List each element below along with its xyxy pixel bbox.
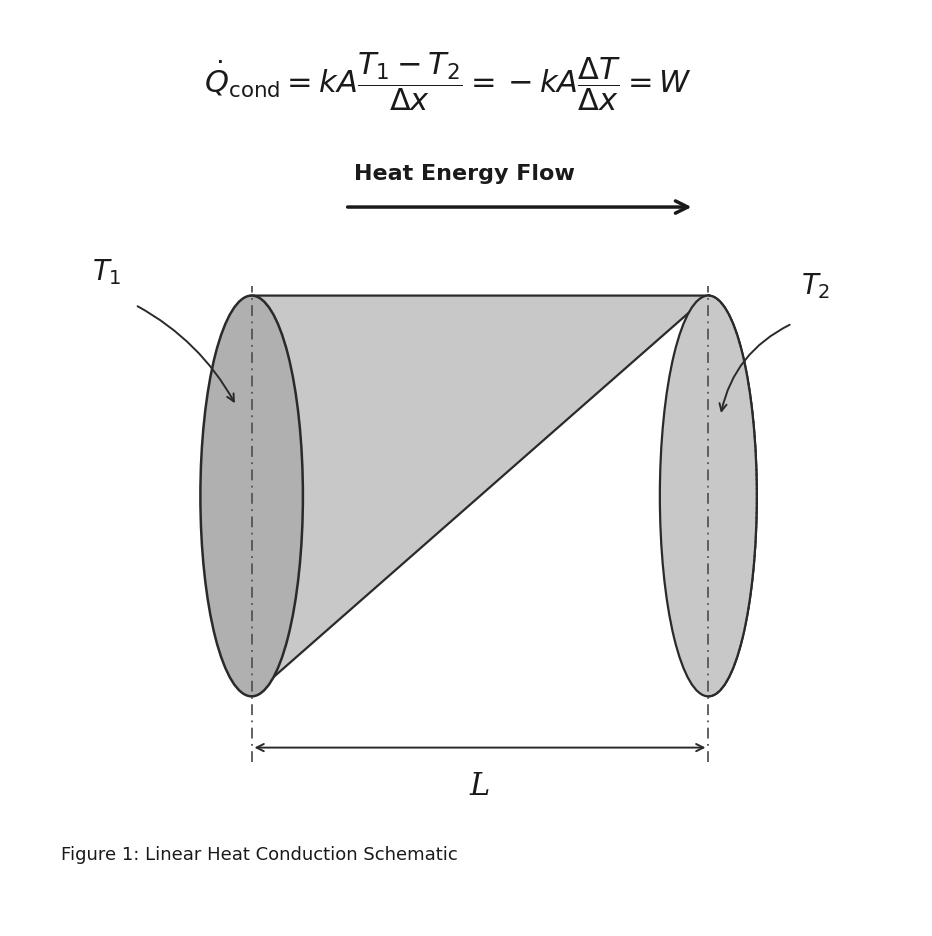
Text: Heat Energy Flow: Heat Energy Flow	[354, 164, 575, 183]
Ellipse shape	[660, 296, 757, 696]
Polygon shape	[252, 296, 757, 696]
Text: $T_1$: $T_1$	[92, 257, 122, 287]
Text: $T_2$: $T_2$	[801, 271, 830, 301]
Text: Figure 1: Linear Heat Conduction Schematic: Figure 1: Linear Heat Conduction Schemat…	[61, 846, 458, 864]
Ellipse shape	[200, 296, 303, 696]
Text: L: L	[470, 771, 490, 802]
Text: $\dot{Q}_{\mathrm{cond}} = kA\dfrac{T_1 - T_2}{\Delta x} = -kA\dfrac{\Delta T}{\: $\dot{Q}_{\mathrm{cond}} = kA\dfrac{T_1 …	[203, 50, 692, 112]
